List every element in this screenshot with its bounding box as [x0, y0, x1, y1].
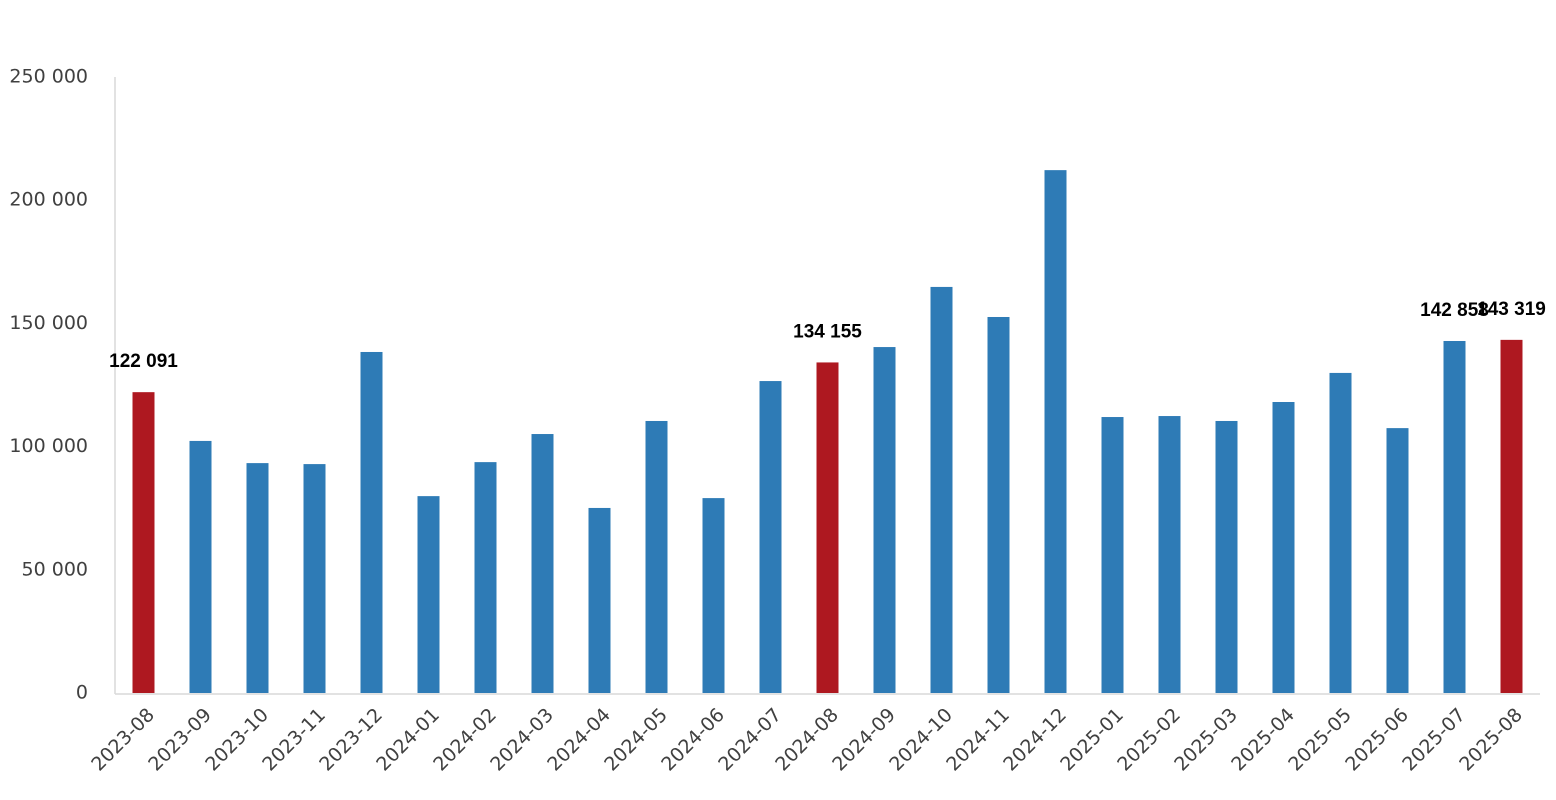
bar	[360, 351, 383, 693]
y-tick-label: 100 000	[9, 435, 88, 457]
bar	[1272, 402, 1295, 693]
bar	[645, 420, 668, 693]
data-label: 143 319	[1477, 299, 1546, 320]
bar	[189, 440, 212, 693]
bar	[531, 434, 554, 693]
y-tick-label: 250 000	[9, 66, 88, 88]
bar	[1215, 420, 1238, 693]
bar	[987, 316, 1010, 693]
bar	[1101, 417, 1124, 693]
bar	[1044, 170, 1067, 693]
y-tick-label: 0	[76, 682, 88, 704]
bar	[246, 463, 269, 693]
bar	[816, 362, 839, 693]
bar	[930, 286, 953, 693]
data-label: 134 155	[793, 321, 862, 342]
y-tick-label: 150 000	[9, 312, 88, 334]
bar	[1329, 372, 1352, 693]
data-label: 122 091	[109, 351, 178, 372]
data-label: 142 858	[1420, 300, 1489, 321]
bar	[759, 381, 782, 693]
bar	[132, 392, 155, 693]
y-tick-label: 200 000	[9, 189, 88, 211]
bar	[303, 464, 326, 693]
bar	[1158, 416, 1181, 693]
bar	[1386, 428, 1409, 693]
bar	[702, 498, 725, 693]
bar	[873, 347, 896, 693]
x-tick-label: 2025-08	[1455, 704, 1527, 776]
bar	[1500, 339, 1523, 693]
y-tick-label: 50 000	[22, 558, 88, 580]
bar	[417, 496, 440, 693]
bar	[1443, 340, 1466, 693]
bar	[588, 507, 611, 693]
bar	[474, 462, 497, 693]
